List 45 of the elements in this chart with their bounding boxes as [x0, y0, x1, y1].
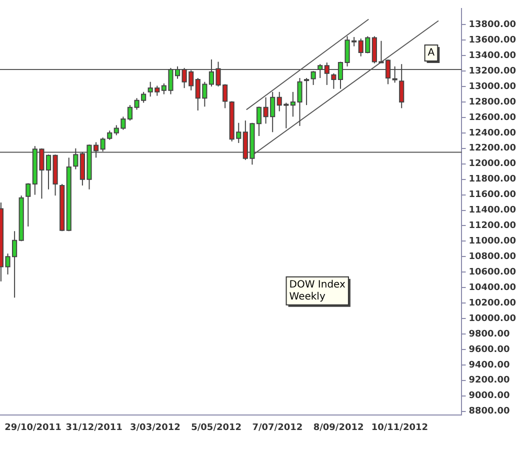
x-tick-label: 7/07/2012 — [252, 422, 303, 433]
y-tick-label: 13400.00 — [468, 50, 516, 61]
y-tick-label: 13600.00 — [468, 35, 516, 46]
candlestick — [46, 154, 52, 190]
y-tick-label: 9800.00 — [468, 329, 510, 340]
y-tick-label: 10400.00 — [468, 282, 516, 293]
y-tick-label: 11800.00 — [468, 174, 516, 185]
candlestick — [399, 64, 404, 109]
y-tick-label: 11600.00 — [468, 190, 516, 200]
y-tick-label: 12400.00 — [468, 128, 516, 138]
y-tick-label: 12800.00 — [468, 97, 516, 108]
y-tick-label: 9000.00 — [468, 391, 510, 402]
y-tick-label: 10000.00 — [468, 314, 516, 324]
y-tick-label: 10800.00 — [468, 252, 516, 262]
x-tick-label: 8/09/2012 — [313, 422, 364, 433]
y-tick-label: 9400.00 — [468, 360, 510, 370]
candlestick — [26, 182, 31, 227]
candlestick — [310, 70, 316, 86]
y-tick-label: 12000.00 — [468, 159, 516, 170]
annotation: DOW Index Weekly — [289, 279, 346, 302]
x-tick-label: 31/12/2011 — [66, 422, 122, 433]
x-tick-label: 10/11/2012 — [371, 422, 428, 433]
x-tick-label: 3/03/2012 — [130, 422, 180, 433]
candlestick — [324, 62, 330, 86]
candlestick — [73, 148, 78, 170]
candlestick — [304, 78, 310, 106]
y-tick-label: 10200.00 — [468, 298, 516, 308]
y-tick-label: 9200.00 — [468, 376, 510, 386]
y-tick-label: 11200.00 — [468, 221, 516, 232]
annotation: A — [428, 48, 435, 59]
candlestick — [318, 64, 323, 79]
y-tick-label: 9600.00 — [468, 344, 510, 355]
x-tick-label: 5/05/2012 — [191, 422, 242, 433]
y-tick-label: 11000.00 — [468, 236, 516, 247]
y-tick-label: 10600.00 — [468, 267, 516, 278]
candlestick — [331, 72, 336, 90]
y-tick-label: 13000.00 — [468, 82, 516, 92]
y-tick-label: 12600.00 — [468, 112, 516, 123]
x-tick-label: 29/10/2011 — [4, 422, 62, 433]
y-tick-label: 13200.00 — [468, 66, 516, 76]
y-tick-label: 8800.00 — [468, 406, 510, 417]
y-tick-label: 13800.00 — [468, 20, 516, 30]
y-tick-label: 11400.00 — [468, 206, 516, 216]
candlestick — [392, 66, 398, 84]
y-tick-label: 12200.00 — [468, 144, 516, 154]
